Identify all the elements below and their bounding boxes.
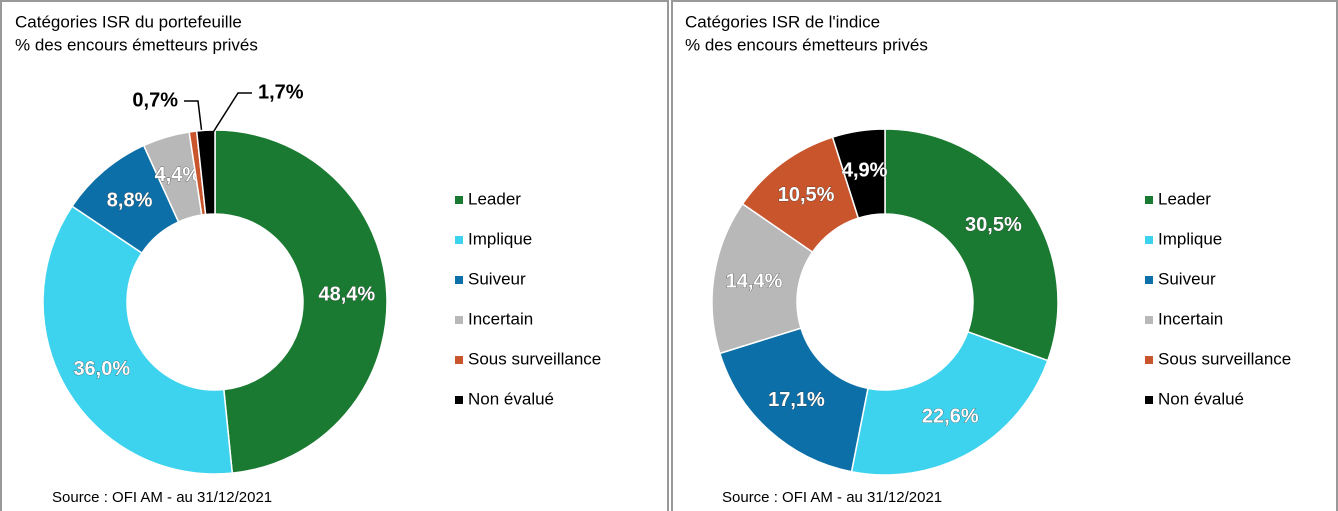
legend-label: Implique [1158,229,1222,248]
legend-swatch [455,196,463,204]
legend-label: Non évalué [1158,389,1244,408]
data-label: 14,4% [726,270,783,292]
legend-swatch [455,316,463,324]
chart-title: Catégories ISR du portefeuille [15,12,242,31]
donut-slice [195,129,216,216]
legend-label: Suiveur [468,269,526,288]
data-label: 30,5% [965,214,1022,236]
data-label: 4,4% [155,164,201,186]
data-label: 4,9% [842,159,888,181]
legend-label: Incertain [468,309,533,328]
donut-slice [42,205,234,475]
data-label: 17,1% [768,389,825,411]
chart-title: Catégories ISR de l'indice [685,12,880,31]
legend-swatch [1145,316,1153,324]
source-note: Source : OFI AM - au 31/12/2021 [52,489,272,506]
legend-label: Suiveur [1158,269,1216,288]
data-label: 8,8% [107,190,153,212]
legend-label: Non évalué [468,389,554,408]
legend-label: Implique [468,229,532,248]
data-label: 22,6% [922,406,979,428]
legend-label: Sous surveillance [468,349,601,368]
legend-swatch [455,236,463,244]
legend-label: Leader [1158,189,1211,208]
donut-slice [884,128,1059,362]
donut-slice [831,128,886,220]
leader-line [184,100,203,135]
panel-border [671,0,1338,511]
legend-swatch [1145,196,1153,204]
legend-swatch [1145,396,1153,404]
data-label: 0,7% [132,89,178,111]
panel-border [0,0,669,511]
legend-swatch [1145,276,1153,284]
legend-label: Incertain [1158,309,1223,328]
legend-swatch [1145,356,1153,364]
legend-swatch [455,356,463,364]
donut-slice [214,129,388,474]
legend-swatch [1145,236,1153,244]
source-note: Source : OFI AM - au 31/12/2021 [722,489,942,506]
donut-slice [850,330,1049,476]
legend-swatch [455,396,463,404]
data-label: 48,4% [318,284,375,306]
data-label: 1,7% [258,81,304,103]
legend-label: Leader [468,189,521,208]
chart-subtitle: % des encours émetteurs privés [685,35,928,54]
leader-line [211,92,252,135]
data-label: 36,0% [73,358,130,380]
chart-subtitle: % des encours émetteurs privés [15,35,258,54]
legend-swatch [455,276,463,284]
data-label: 10,5% [778,184,835,206]
legend-label: Sous surveillance [1158,349,1291,368]
